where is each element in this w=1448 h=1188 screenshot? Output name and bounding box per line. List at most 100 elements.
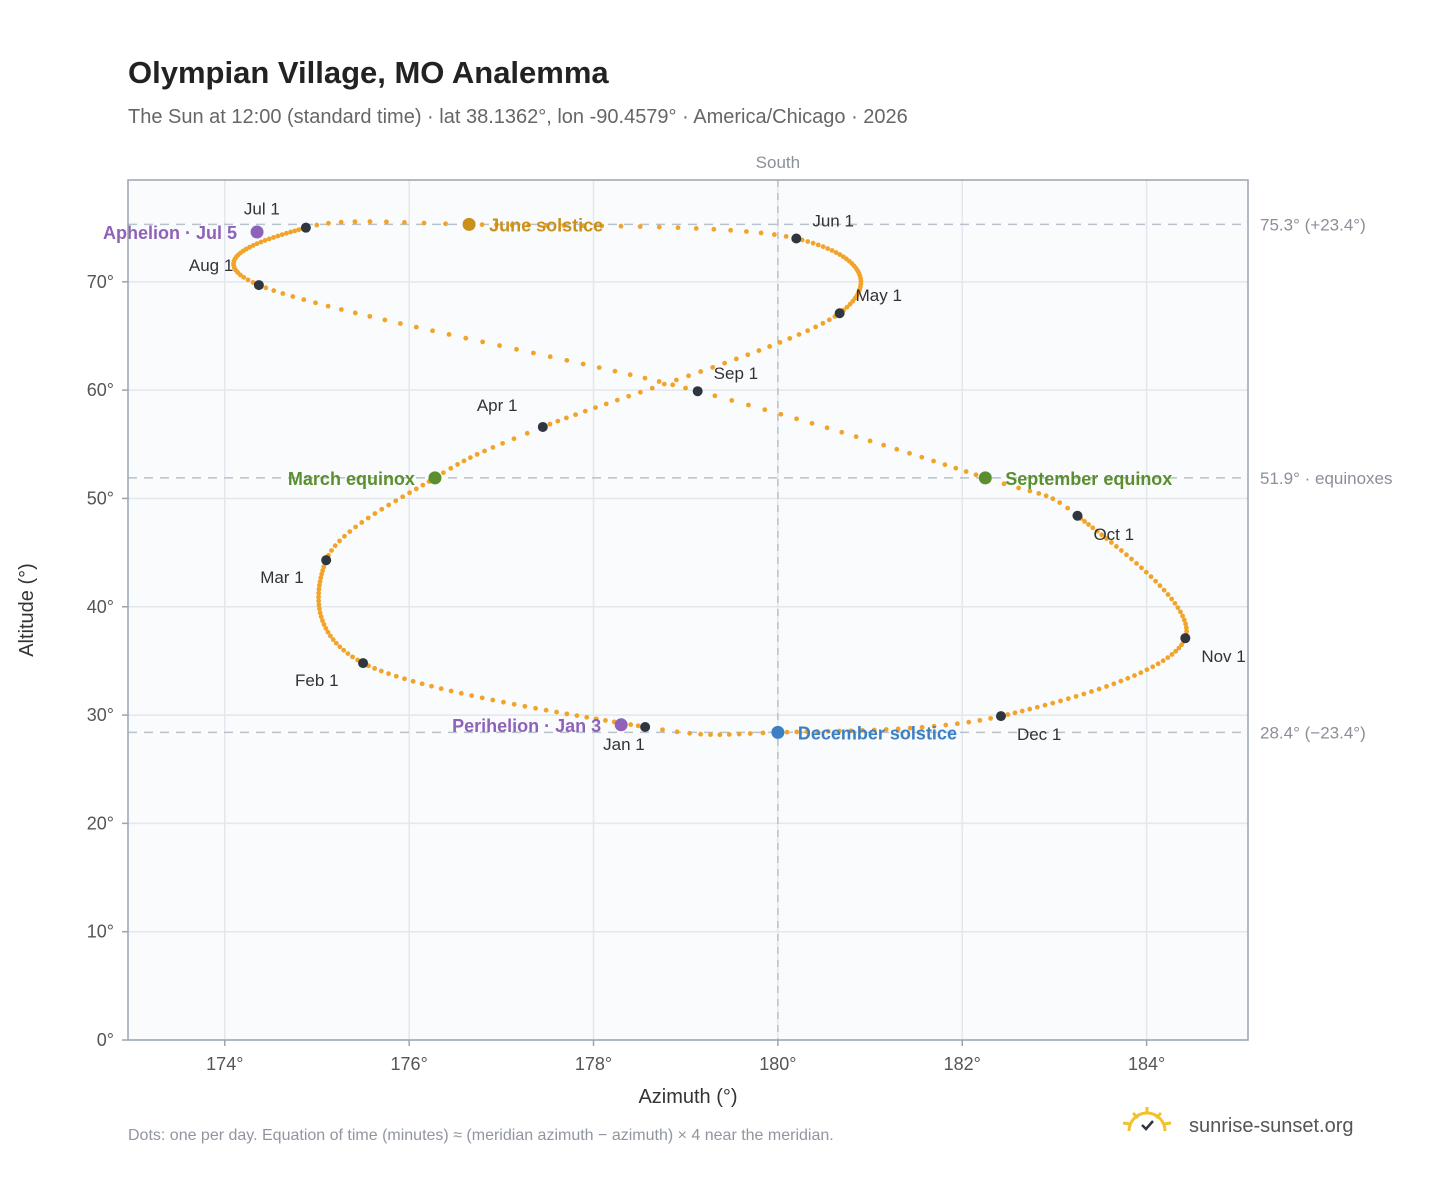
daily-sun-dot: [458, 690, 464, 696]
x-axis-ticks: 174° 176° 178° 180° 182° 184°: [206, 1040, 1165, 1074]
daily-sun-dot: [564, 357, 570, 363]
daily-sun-dot: [1175, 605, 1181, 611]
month-marker: [321, 555, 332, 566]
x-tick-label: 182°: [944, 1054, 981, 1074]
daily-sun-dot: [618, 223, 624, 229]
daily-sun-dot: [296, 227, 302, 233]
month-marker: [995, 711, 1006, 722]
y-tick-label: 60°: [87, 380, 114, 400]
daily-sun-dot: [410, 678, 416, 684]
y-tick-label: 20°: [87, 813, 114, 833]
daily-sun-dot: [1019, 708, 1025, 714]
y-tick-label: 50°: [87, 488, 114, 508]
daily-sun-dot: [469, 693, 475, 699]
daily-sun-dot: [341, 647, 347, 653]
event-markers: June solstice December solstice March equi…: [103, 215, 1172, 743]
daily-sun-dot: [338, 219, 344, 225]
daily-sun-dot: [350, 654, 355, 660]
event-marker: [428, 471, 442, 485]
chart-title: Olympian Village, MO Analemma: [128, 55, 609, 90]
daily-sun-dot: [531, 350, 536, 356]
daily-sun-dot: [973, 472, 979, 478]
daily-sun-dot: [931, 723, 937, 729]
daily-sun-dot: [762, 407, 768, 413]
month-marker: [834, 308, 845, 319]
month-marker-label: Jul 1: [244, 200, 280, 219]
daily-sun-dot: [317, 582, 322, 588]
daily-sun-dot: [384, 219, 389, 225]
daily-sun-dot: [582, 408, 588, 414]
daily-sun-dot: [316, 598, 322, 604]
daily-sun-dot: [316, 602, 322, 608]
daily-sun-dot: [325, 303, 331, 309]
daily-sun-dot: [482, 448, 487, 454]
daily-sun-dot: [966, 719, 972, 725]
daily-sun-dot: [810, 240, 816, 246]
daily-sun-dot: [316, 586, 322, 592]
daily-sun-dot: [783, 233, 789, 239]
daily-sun-dot: [814, 729, 820, 734]
daily-sun-dot: [317, 610, 323, 616]
daily-sun-dot: [1065, 696, 1071, 702]
daily-sun-dot: [953, 465, 959, 471]
daily-sun-dot: [717, 732, 723, 738]
daily-sun-dot: [263, 285, 269, 291]
daily-sun-dot: [262, 238, 268, 243]
daily-sun-dot: [382, 317, 388, 323]
daily-sun-dot: [313, 300, 318, 306]
month-marker-label: Jun 1: [812, 211, 854, 230]
daily-sun-dot: [1043, 493, 1049, 499]
daily-sun-dot: [1042, 702, 1048, 708]
daily-sun-dot: [440, 470, 446, 476]
daily-sun-dot: [670, 382, 676, 388]
daily-sun-dot: [883, 727, 889, 732]
daily-sun-dot: [977, 717, 983, 723]
month-marker: [537, 421, 548, 432]
footnote: Dots: one per day. Equation of time (min…: [128, 1127, 834, 1144]
daily-sun-dot: [805, 328, 811, 334]
daily-sun-dot: [1090, 525, 1096, 531]
daily-sun-dot: [614, 397, 620, 403]
daily-sun-dot: [1086, 522, 1091, 527]
month-marker: [1072, 510, 1083, 521]
daily-sun-dot: [596, 365, 602, 370]
daily-sun-dot: [794, 729, 800, 735]
daily-sun-dot: [323, 625, 329, 631]
daily-sun-dot: [628, 722, 634, 727]
daily-sun-dot: [907, 725, 913, 731]
daily-sun-dot: [345, 651, 351, 657]
event-label: September equinox: [1005, 469, 1172, 489]
daily-sun-dot: [379, 506, 385, 512]
daily-sun-dot: [317, 606, 322, 612]
daily-sun-dot: [319, 571, 325, 577]
daily-sun-dot: [683, 385, 688, 391]
daily-sun-dot: [815, 242, 821, 248]
daily-sun-dot: [1179, 642, 1184, 648]
daily-sun-dot: [413, 486, 419, 492]
daily-sun-dot: [728, 227, 734, 233]
daily-sun-dot: [500, 440, 505, 446]
daily-sun-dot: [756, 348, 762, 353]
x-axis-label: Azimuth (°): [638, 1086, 737, 1108]
daily-sun-dot: [514, 346, 519, 352]
daily-sun-dot: [829, 248, 835, 253]
grid-lines: [128, 180, 1248, 1041]
daily-sun-dot: [824, 425, 830, 431]
daily-sun-dot: [1165, 592, 1171, 597]
daily-sun-dot: [543, 707, 549, 713]
daily-sun-dot: [555, 418, 561, 424]
daily-sun-dot: [778, 411, 784, 417]
daily-sun-dot: [603, 401, 609, 407]
daily-sun-dot: [943, 722, 949, 728]
x-tick-label: 184°: [1128, 1054, 1165, 1074]
daily-sun-dot: [258, 239, 264, 245]
daily-sun-dot: [367, 219, 373, 224]
sun-logo-icon: [1122, 1107, 1172, 1132]
y-axis-label: Altitude (°): [16, 563, 38, 657]
daily-sun-dot: [330, 637, 336, 643]
daily-sun-dot: [627, 372, 633, 378]
reference-line-label: 51.9° · equinoxes: [1260, 469, 1393, 488]
daily-sun-dot: [338, 307, 344, 312]
daily-sun-dot: [1027, 706, 1033, 712]
daily-sun-dot: [837, 252, 843, 257]
